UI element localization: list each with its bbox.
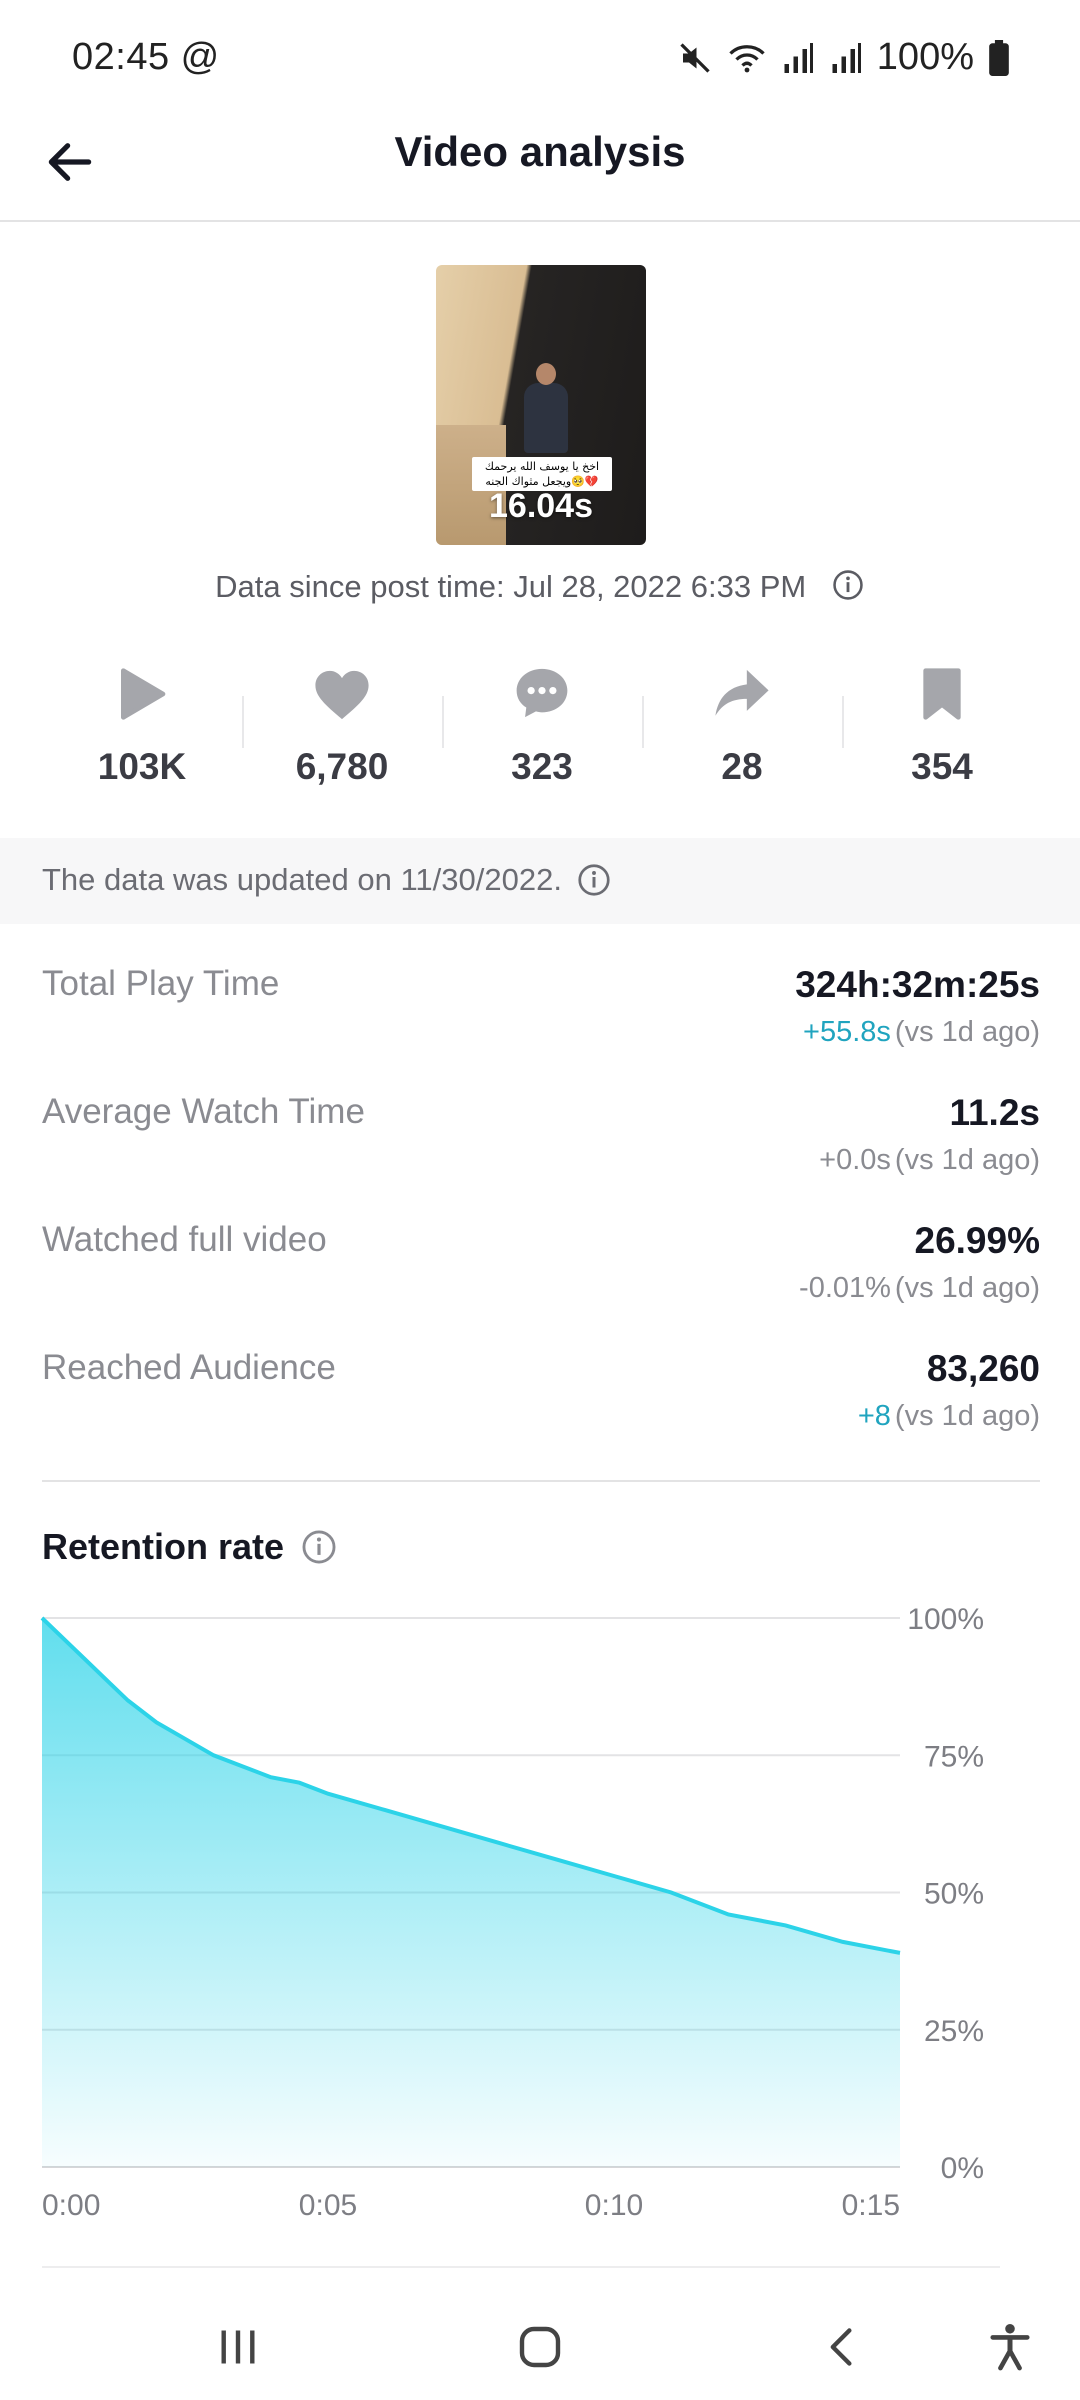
notification-at-icon: @ xyxy=(180,36,220,78)
y-tick-label: 0% xyxy=(941,2152,984,2185)
section-divider xyxy=(42,1480,1040,1482)
chevron-left-icon xyxy=(830,2328,852,2366)
metric-change: +0.0s (vs 1d ago) xyxy=(819,1144,1040,1177)
metric-delta: -0.01% xyxy=(799,1272,891,1304)
metric-delta: +0.0s xyxy=(819,1144,891,1176)
metric-delta: +8 xyxy=(857,1400,891,1432)
metric-watched-full-video: Watched full video 26.99% -0.01% (vs 1d a… xyxy=(42,1216,1040,1344)
clock-text: 02:45 xyxy=(72,36,170,78)
info-icon[interactable] xyxy=(576,862,612,898)
stat-comments: 323 xyxy=(442,650,642,800)
arrow-left-icon xyxy=(48,143,92,181)
signal-icon xyxy=(829,40,863,76)
accessibility-icon xyxy=(990,2324,1030,2371)
share-icon xyxy=(715,669,769,716)
info-icon[interactable] xyxy=(300,1528,338,1566)
video-duration: 16.04s xyxy=(489,487,593,525)
page-title: Video analysis xyxy=(394,128,686,175)
metric-change: +8 (vs 1d ago) xyxy=(858,1400,1040,1433)
metric-change: +55.8s (vs 1d ago) xyxy=(803,1016,1040,1049)
stat-value: 323 xyxy=(511,746,573,787)
metric-change: -0.01% (vs 1d ago) xyxy=(799,1272,1040,1305)
section-divider xyxy=(42,2266,1000,2268)
video-thumbnail[interactable]: اخخ يا يوسف الله يرحمك ويجعل مثواك الجنه… xyxy=(436,265,646,545)
status-time: 02:45 @ xyxy=(72,36,220,79)
heart-icon xyxy=(315,670,369,720)
metric-value: 26.99% xyxy=(914,1220,1041,1261)
metric-value: 83,260 xyxy=(926,1348,1040,1389)
home-button[interactable] xyxy=(500,2312,580,2382)
recent-apps-button[interactable] xyxy=(198,2312,278,2382)
retention-chart[interactable]: 100% 75% 50% 25% 0% 0:00 0:05 0:10 0:15 xyxy=(0,1590,1080,2230)
stat-value: 103K xyxy=(97,746,187,787)
metric-reached-audience: Reached Audience 83,260 +8 (vs 1d ago) xyxy=(42,1344,1040,1472)
metric-label: Total Play Time xyxy=(42,964,280,1003)
y-tick-label: 25% xyxy=(924,2015,984,2048)
y-tick-label: 75% xyxy=(924,1740,984,1773)
engagement-stats: 103K 6,780 323 28 354 xyxy=(42,650,1042,800)
accessibility-button[interactable] xyxy=(970,2312,1050,2382)
metric-suffix: (vs 1d ago) xyxy=(894,1144,1040,1176)
signal-icon xyxy=(781,40,815,76)
metric-delta: +55.8s xyxy=(803,1016,891,1048)
metric-label: Average Watch Time xyxy=(42,1092,365,1131)
y-tick-label: 50% xyxy=(924,1878,984,1911)
thumbnail-caption: اخخ يا يوسف الله يرحمك ويجعل مثواك الجنه… xyxy=(472,457,612,491)
bookmark-icon xyxy=(923,668,961,720)
metric-suffix: (vs 1d ago) xyxy=(894,1016,1040,1048)
back-button[interactable] xyxy=(34,126,106,198)
metric-total-play-time: Total Play Time 324h:32m:25s +55.8s (vs 1… xyxy=(42,960,1040,1088)
status-icons: 100% xyxy=(677,36,1010,79)
x-tick-label: 0:00 xyxy=(42,2189,100,2222)
comment-icon xyxy=(516,668,568,718)
retention-line xyxy=(40,1616,901,1955)
stat-views: 103K xyxy=(42,650,242,800)
status-bar: 02:45 @ 100% xyxy=(0,0,1080,120)
stat-value: 6,780 xyxy=(295,746,389,787)
app-header: Video analysis xyxy=(0,100,1080,222)
metric-label: Watched full video xyxy=(42,1220,327,1259)
stat-likes: 6,780 xyxy=(242,650,442,800)
metric-average-watch-time: Average Watch Time 11.2s +0.0s (vs 1d ago… xyxy=(42,1088,1040,1216)
mute-icon xyxy=(677,40,713,76)
thumbnail-person xyxy=(524,363,568,453)
caption-line: ويجعل مثواك الجنه🥺💔 xyxy=(485,475,599,488)
x-tick-label: 0:15 xyxy=(842,2189,900,2222)
update-notice: The data was updated on 11/30/2022. xyxy=(42,862,612,898)
x-tick-label: 0:10 xyxy=(585,2189,643,2222)
info-icon[interactable] xyxy=(831,568,865,610)
metric-value: 11.2s xyxy=(949,1092,1040,1133)
battery-icon xyxy=(988,39,1010,76)
retention-title: Retention rate xyxy=(42,1526,338,1568)
stat-saves: 354 xyxy=(842,650,1042,800)
retention-title-text: Retention rate xyxy=(42,1526,285,1567)
y-tick-label: 100% xyxy=(907,1603,984,1636)
stat-value: 354 xyxy=(911,746,973,787)
metric-suffix: (vs 1d ago) xyxy=(894,1400,1040,1432)
metric-suffix: (vs 1d ago) xyxy=(894,1272,1040,1304)
update-notice-text: The data was updated on 11/30/2022. xyxy=(42,862,562,897)
post-time-text: Data since post time: Jul 28, 2022 6:33 … xyxy=(215,569,807,605)
metric-label: Reached Audience xyxy=(42,1348,336,1387)
update-banner: The data was updated on 11/30/2022. xyxy=(0,838,1080,924)
system-nav-bar xyxy=(0,2290,1080,2400)
retention-area xyxy=(42,1618,900,2167)
stat-shares: 28 xyxy=(642,650,842,800)
play-icon xyxy=(121,668,166,720)
battery-percent: 100% xyxy=(876,36,974,78)
home-icon xyxy=(519,2326,561,2368)
system-back-button[interactable] xyxy=(802,2312,882,2382)
wifi-icon xyxy=(727,40,767,76)
metric-value: 324h:32m:25s xyxy=(795,964,1040,1005)
caption-line: اخخ يا يوسف الله يرحمك xyxy=(484,460,600,473)
x-tick-label: 0:05 xyxy=(299,2189,357,2222)
post-time: Data since post time: Jul 28, 2022 6:33 … xyxy=(0,568,1080,610)
recent-apps-icon xyxy=(221,2330,255,2364)
metrics-list: Total Play Time 324h:32m:25s +55.8s (vs 1… xyxy=(42,960,1040,1472)
stat-value: 28 xyxy=(721,746,763,787)
